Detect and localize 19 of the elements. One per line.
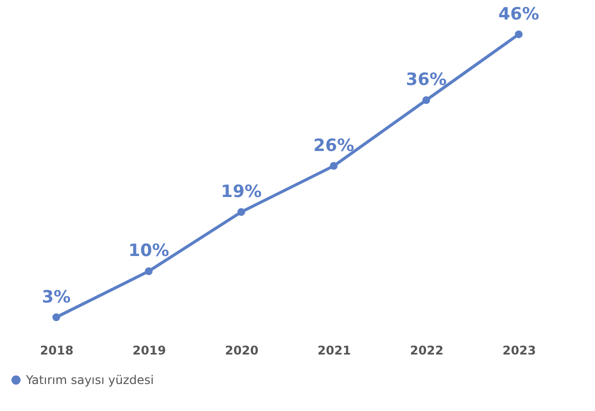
point [52,313,60,322]
x-tick-label: 2020 [225,344,258,358]
data-label: 10% [128,241,170,262]
point [237,208,246,216]
point [330,162,338,170]
data-label: 26% [313,136,354,156]
data-label: 46% [498,4,540,24]
point [422,96,430,104]
legend-label: Yatırım sayısı yüzdesi [25,373,154,387]
data-label: 36% [406,70,447,90]
data-label: 3% [42,287,71,308]
x-tick-label: 2022 [410,344,444,358]
x-tick-label: 2019 [132,344,166,358]
point [514,30,523,38]
data-label: 19% [220,182,262,202]
point [144,267,153,276]
x-tick-label: 2021 [318,344,351,358]
x-tick-label: 2023 [502,344,536,358]
x-tick-label: 2018 [40,344,74,358]
